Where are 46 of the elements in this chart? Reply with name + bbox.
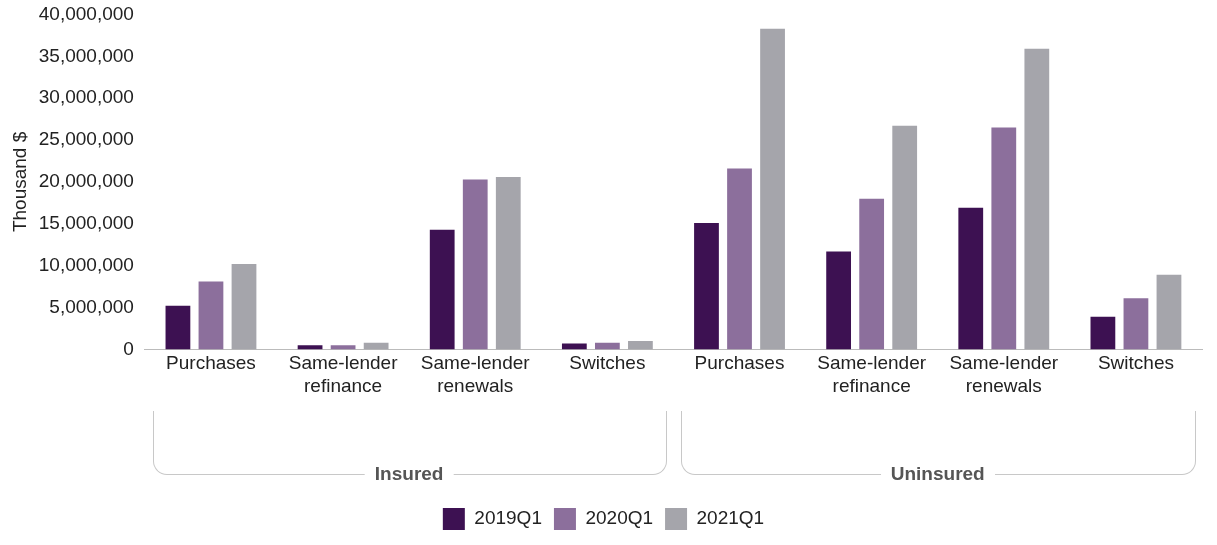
y-tick-label: 30,000,000 (38, 86, 134, 108)
y-tick-label: 35,000,000 (38, 44, 134, 66)
x-tick-label: Same-lender renewals (420, 352, 531, 396)
text: Insured (364, 463, 454, 485)
x-tick-label: Same-lender refinance (817, 352, 927, 396)
legend-label: 2020Q1 (585, 507, 654, 529)
x-tick-label: Purchases (166, 352, 256, 374)
x-tick-label: Switches (1097, 352, 1174, 374)
bar (958, 207, 984, 350)
legend-label: 2019Q1 (474, 507, 542, 529)
x-tick-label: Same-lender renewals (949, 352, 1059, 396)
bar (760, 28, 785, 350)
bar (198, 281, 224, 350)
y-tick-label: 10,000,000 (38, 253, 134, 275)
bar (892, 125, 918, 350)
bar (462, 179, 488, 350)
legend-label: 2021Q1 (696, 507, 765, 529)
x-tick-label: Same-lender refinance (288, 352, 399, 396)
bar (594, 342, 620, 350)
y-tick-label: 40,000,000 (38, 2, 134, 24)
y-tick-label: 20,000,000 (38, 170, 134, 192)
text: Uninsured (880, 463, 995, 485)
y-tick-label: 15,000,000 (38, 212, 134, 234)
bar (694, 222, 719, 350)
bar (991, 127, 1017, 350)
bar (727, 168, 752, 350)
bar (330, 345, 356, 350)
bar (1156, 274, 1182, 350)
bar (1024, 48, 1050, 350)
y-axis-title: Thousand $ (8, 131, 30, 233)
x-tick-label: Switches (569, 352, 646, 374)
y-tick-label: 25,000,000 (38, 128, 134, 150)
x-tick-label: Purchases (694, 352, 785, 374)
bar (363, 342, 389, 350)
bar (297, 345, 323, 350)
bar (859, 198, 885, 350)
y-tick-label: 0 (123, 337, 134, 359)
bar (826, 251, 852, 350)
bar (165, 305, 191, 350)
bar (1090, 316, 1116, 350)
bar (1123, 298, 1149, 350)
bar (429, 229, 455, 350)
bar (231, 263, 257, 350)
bar (628, 341, 653, 350)
y-tick-label: 5,000,000 (49, 295, 134, 317)
bar (495, 176, 521, 350)
